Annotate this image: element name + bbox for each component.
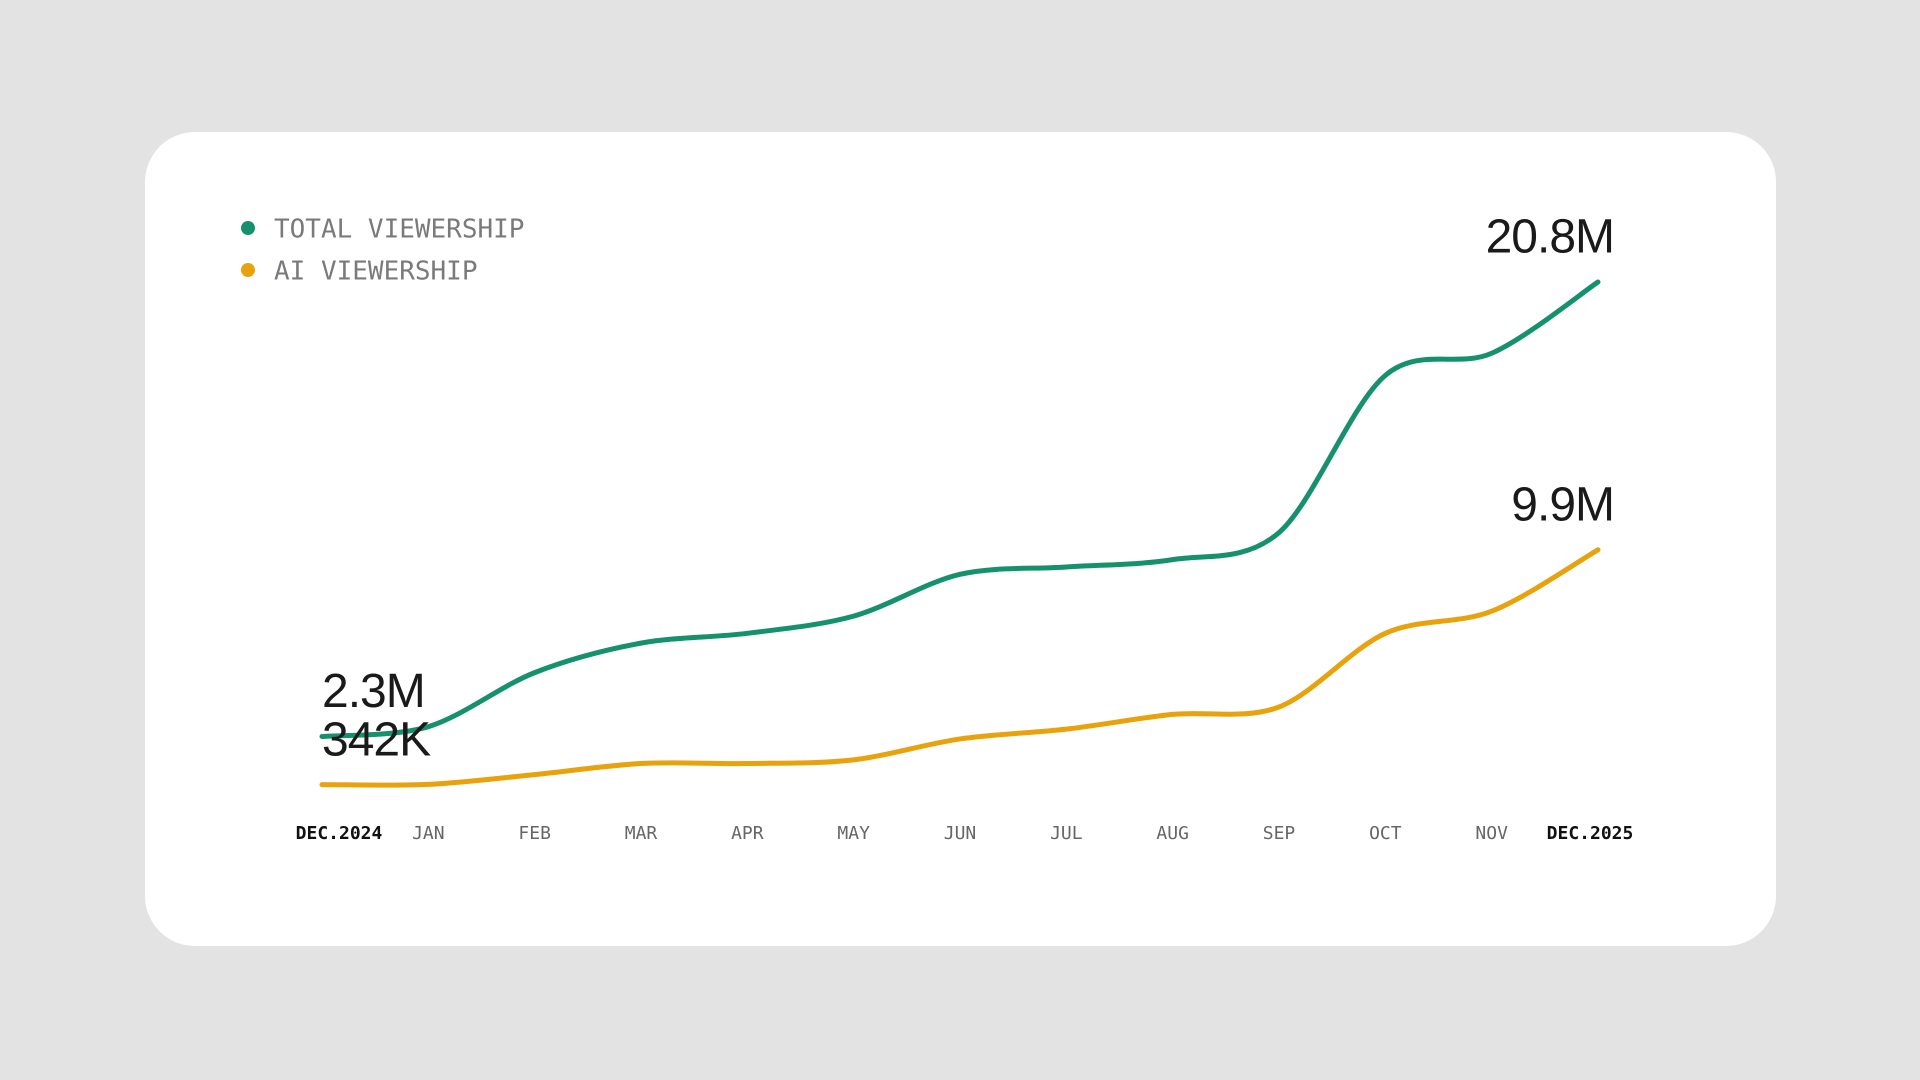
x-tick-label: AUG — [1156, 823, 1189, 844]
value-label: 9.9M — [1511, 478, 1614, 531]
legend-marker — [241, 263, 255, 277]
value-label: 342K — [322, 713, 431, 766]
x-tick-label: JUN — [944, 823, 977, 844]
legend-label: AI VIEWERSHIP — [274, 257, 478, 287]
x-tick-label: DEC.2024 — [296, 823, 383, 844]
x-tick-label: JUL — [1050, 823, 1083, 844]
value-label: 20.8M — [1486, 211, 1614, 264]
x-tick-label: FEB — [518, 823, 551, 844]
series-line — [319, 547, 1601, 788]
x-tick-label: SEP — [1263, 823, 1296, 844]
x-tick-label: NOV — [1475, 823, 1508, 844]
x-tick-label: APR — [731, 823, 764, 844]
series-line — [319, 279, 1601, 739]
x-tick-label: JAN — [412, 823, 445, 844]
legend-label: TOTAL VIEWERSHIP — [274, 215, 524, 245]
x-tick-label: MAY — [837, 823, 870, 844]
legend-marker — [241, 221, 255, 235]
x-tick-label: MAR — [625, 823, 658, 844]
x-tick-label: OCT — [1369, 823, 1402, 844]
x-tick-label: DEC.2025 — [1547, 823, 1634, 844]
value-label: 2.3M — [322, 665, 425, 718]
card — [145, 132, 1776, 946]
